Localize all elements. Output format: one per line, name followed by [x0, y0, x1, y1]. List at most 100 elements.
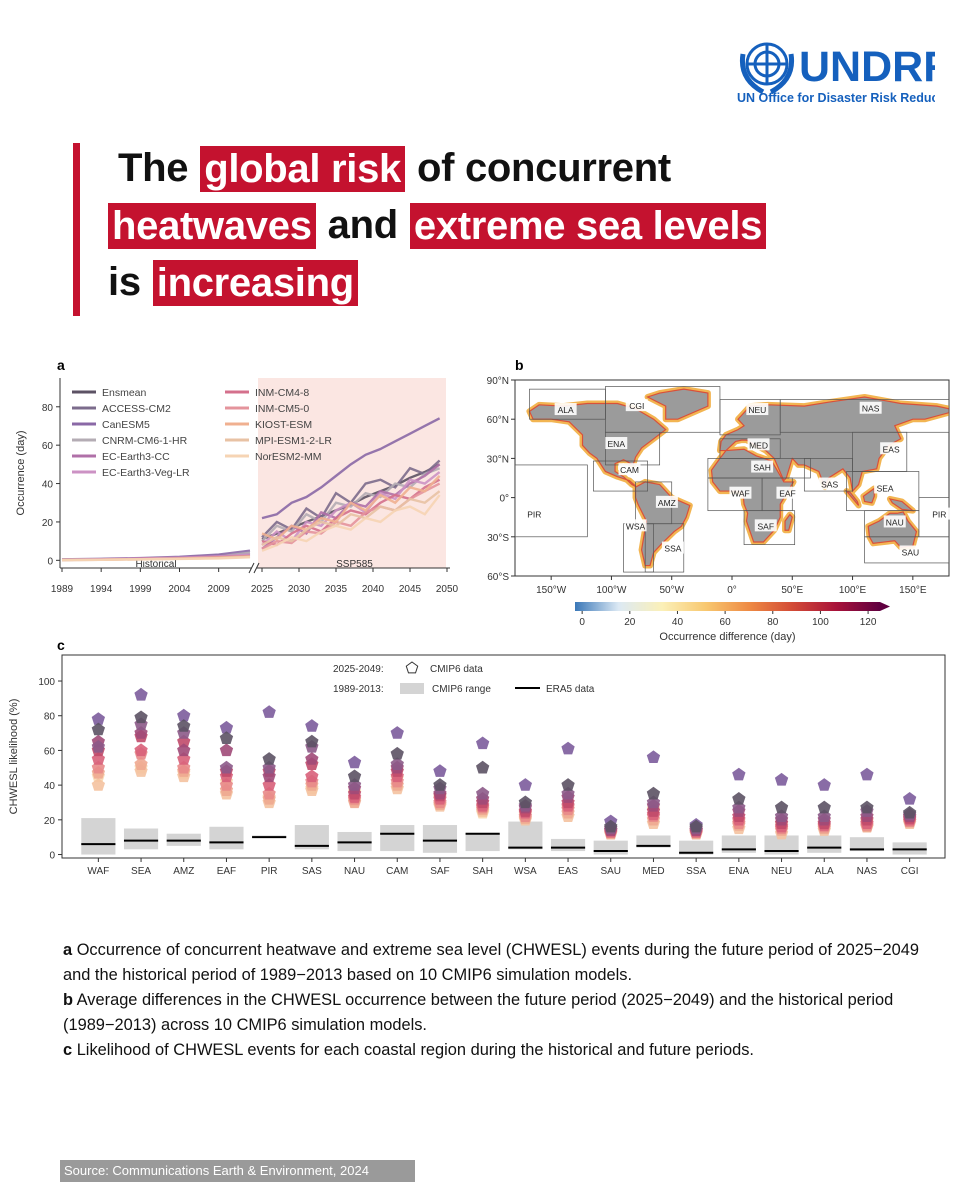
legend-label: MPI-ESM1-2-LR [255, 435, 332, 447]
source: Source: Communications Earth & Environme… [60, 1160, 415, 1182]
title-text: is [108, 260, 141, 304]
cmip6-point [91, 739, 106, 753]
x-tick-label: NAU [344, 866, 365, 877]
region-label-bg [754, 519, 777, 532]
region-box [743, 510, 796, 545]
y-tick-label: 20 [42, 518, 54, 529]
colorbar-arrow [880, 602, 890, 611]
cmip6-point [219, 731, 234, 744]
colorbar [575, 602, 880, 611]
cmip6-point [134, 687, 148, 701]
legend-period: 1989-2013: [333, 684, 384, 695]
cmip6-range [764, 835, 799, 855]
region-label: WSA [626, 521, 646, 531]
segment-label: SSP585 [336, 559, 373, 570]
region-label-bg [746, 403, 769, 416]
x-tick-label: ALA [815, 866, 834, 877]
legend-label: CanESM5 [102, 419, 150, 431]
panel-label: c [57, 637, 65, 653]
title-text: and [327, 203, 399, 247]
cmip6-point [262, 705, 276, 718]
x-tick-label: 1999 [129, 584, 152, 595]
cmip6-point [219, 743, 234, 757]
cmip6-point [433, 764, 447, 777]
cmip6-point [646, 750, 661, 764]
colorbar-tick-label: 60 [720, 617, 732, 628]
caption-label: c [63, 1041, 73, 1059]
y-tick-label: 20 [44, 816, 56, 827]
cmip6-range [380, 825, 415, 852]
cmip6-point [134, 743, 148, 757]
x-tick-label: PIR [261, 866, 278, 877]
x-tick-label: WAF [87, 866, 109, 877]
y-tick-label: 0 [49, 851, 55, 862]
legend-range [400, 683, 424, 694]
region-label-bg [618, 463, 641, 476]
region-label: SAH [753, 463, 770, 473]
x-tick-label: 2004 [168, 584, 191, 595]
land [515, 386, 949, 573]
cmip6-point [732, 767, 746, 781]
region-box [803, 458, 853, 492]
cmip6-point [817, 800, 831, 814]
x-tick-label: 50°W [659, 585, 684, 596]
title-line: The global risk of concurrent [118, 140, 766, 197]
region-label-bg [747, 438, 770, 451]
cmip6-point [475, 736, 490, 750]
y-tick-label: 90°N [487, 376, 509, 387]
legend-label: INM-CM5-0 [255, 403, 309, 415]
cmip6-point [347, 755, 362, 769]
cmip6-point [902, 792, 917, 805]
x-tick-label: NAS [857, 866, 878, 877]
x-tick-label: CGI [901, 866, 919, 877]
region-box [864, 536, 949, 564]
region-label: EAF [779, 489, 796, 499]
y-tick-label: 60°N [487, 415, 509, 426]
cmip6-range [679, 840, 714, 855]
cmip6-point [561, 778, 575, 791]
region-label: ALA [558, 405, 574, 415]
x-tick-label: MED [642, 866, 664, 877]
x-tick-label: EAF [217, 866, 236, 877]
segment-label: Historical [135, 559, 176, 570]
y-tick-label: 100 [38, 677, 55, 688]
cmip6-point [177, 719, 191, 732]
cmip6-range [422, 825, 458, 853]
region-label-bg [751, 460, 774, 473]
cmip6-point [902, 805, 917, 819]
y-tick-label: 80 [42, 403, 54, 414]
cmip6-point [817, 778, 831, 791]
plot-frame [61, 654, 946, 859]
x-tick-label: EAS [558, 866, 578, 877]
caption-paragraph: c Likelihood of CHWESL events for each c… [63, 1038, 923, 1063]
region-label-bg [776, 486, 799, 499]
region-label-bg [818, 477, 841, 490]
logo-text: UNDRR [799, 43, 935, 91]
y-tick-label: 80 [44, 712, 56, 723]
title-line: heatwaves and extreme sea levels [108, 197, 767, 254]
cmip6-range [636, 835, 671, 848]
cmip6-point [646, 786, 661, 800]
caption-label: a [63, 941, 73, 959]
region-label-bg [523, 507, 546, 520]
caption-text: Average differences in the CHWESL occurr… [63, 991, 894, 1034]
cmip6-point [219, 760, 234, 774]
region-label-bg [661, 541, 684, 554]
x-tick-label: 0° [727, 585, 737, 596]
continent [888, 498, 915, 512]
cmip6-point [518, 778, 533, 791]
x-tick-label: 150°E [899, 585, 927, 596]
x-tick-label: 150°W [536, 585, 567, 596]
x-tick-label: AMZ [173, 866, 194, 877]
series-line [261, 490, 441, 547]
caption-paragraph: b Average differences in the CHWESL occu… [63, 988, 923, 1038]
caption-text: Likelihood of CHWESL events for each coa… [76, 1041, 754, 1059]
cmip6-point [91, 722, 106, 736]
cmip6-point [305, 734, 319, 748]
title-line: is increasing [108, 254, 766, 311]
x-tick-label: SAH [472, 866, 493, 877]
y-tick-label: 30°S [487, 533, 509, 544]
panel-label: b [515, 357, 524, 373]
region-label: SAU [902, 547, 919, 557]
